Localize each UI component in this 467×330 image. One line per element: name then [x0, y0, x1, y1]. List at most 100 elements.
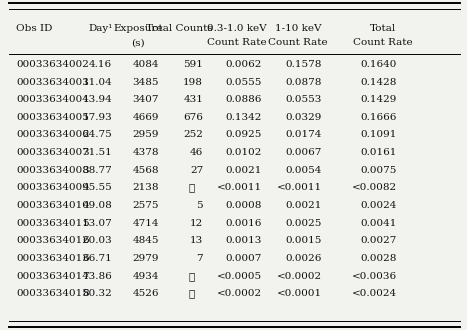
- Text: <0.0024: <0.0024: [352, 289, 397, 298]
- Text: 00033634002: 00033634002: [16, 60, 89, 69]
- Text: <0.0082: <0.0082: [352, 183, 397, 192]
- Text: Total: Total: [370, 23, 396, 33]
- Text: 24.75: 24.75: [82, 130, 112, 140]
- Text: 4669: 4669: [132, 113, 159, 122]
- Text: (s): (s): [131, 38, 145, 48]
- Text: Count Rate: Count Rate: [207, 38, 267, 48]
- Text: 13: 13: [190, 236, 203, 246]
- Text: 2959: 2959: [132, 130, 159, 140]
- Text: Day¹: Day¹: [88, 23, 113, 33]
- Text: Count Rate: Count Rate: [353, 38, 413, 48]
- Text: 00033634013: 00033634013: [16, 254, 89, 263]
- Text: 0.1091: 0.1091: [361, 130, 397, 140]
- Text: 0.0028: 0.0028: [361, 254, 397, 263]
- Text: 00033634012: 00033634012: [16, 236, 89, 246]
- Text: 4568: 4568: [132, 166, 159, 175]
- Text: 00033634009: 00033634009: [16, 183, 89, 192]
- Text: <0.0001: <0.0001: [277, 289, 322, 298]
- Text: 4378: 4378: [132, 148, 159, 157]
- Text: 00033634014: 00033634014: [16, 272, 89, 281]
- Text: 0.0075: 0.0075: [361, 166, 397, 175]
- Text: 0.3-1.0 keV: 0.3-1.0 keV: [207, 23, 267, 33]
- Text: 0.0878: 0.0878: [286, 78, 322, 86]
- Text: 676: 676: [183, 113, 203, 122]
- Text: 31.51: 31.51: [82, 148, 112, 157]
- Text: 0.0015: 0.0015: [286, 236, 322, 246]
- Text: <0.0002: <0.0002: [277, 272, 322, 281]
- Text: 0.0925: 0.0925: [225, 130, 262, 140]
- Text: 27: 27: [190, 166, 203, 175]
- Text: 4084: 4084: [132, 60, 159, 69]
- Text: 7: 7: [197, 254, 203, 263]
- Text: 5: 5: [197, 201, 203, 210]
- Text: Exposure: Exposure: [113, 23, 163, 33]
- Text: 53.07: 53.07: [82, 219, 112, 228]
- Text: 4.16: 4.16: [89, 60, 112, 69]
- Text: 0.0161: 0.0161: [361, 148, 397, 157]
- Text: 431: 431: [183, 95, 203, 104]
- Text: 0.0013: 0.0013: [225, 236, 262, 246]
- Text: 0.0041: 0.0041: [361, 219, 397, 228]
- Text: 0.0024: 0.0024: [361, 201, 397, 210]
- Text: 00033634004: 00033634004: [16, 95, 89, 104]
- Text: 45.55: 45.55: [82, 183, 112, 192]
- Text: 4714: 4714: [132, 219, 159, 228]
- Text: 0.0026: 0.0026: [286, 254, 322, 263]
- Text: 00033634007: 00033634007: [16, 148, 89, 157]
- Text: 591: 591: [183, 60, 203, 69]
- Text: 2138: 2138: [132, 183, 159, 192]
- Text: 0.0062: 0.0062: [225, 60, 262, 69]
- Text: 2575: 2575: [132, 201, 159, 210]
- Text: 00033634011: 00033634011: [16, 219, 89, 228]
- Text: ⋯: ⋯: [188, 183, 195, 192]
- Text: <0.0002: <0.0002: [216, 289, 262, 298]
- Text: 12: 12: [190, 219, 203, 228]
- Text: <0.0011: <0.0011: [277, 183, 322, 192]
- Text: 60.03: 60.03: [82, 236, 112, 246]
- Text: 0.0054: 0.0054: [286, 166, 322, 175]
- Text: 66.71: 66.71: [82, 254, 112, 263]
- Text: 0.0102: 0.0102: [225, 148, 262, 157]
- Text: 00033634008: 00033634008: [16, 166, 89, 175]
- Text: 252: 252: [183, 130, 203, 140]
- Text: 0.0067: 0.0067: [286, 148, 322, 157]
- Text: 0.0174: 0.0174: [286, 130, 322, 140]
- Text: Obs ID: Obs ID: [16, 23, 53, 33]
- Text: 4934: 4934: [132, 272, 159, 281]
- Text: 46: 46: [190, 148, 203, 157]
- Text: 11.04: 11.04: [82, 78, 112, 86]
- Text: 00033634015: 00033634015: [16, 289, 89, 298]
- Text: 0.1429: 0.1429: [361, 95, 397, 104]
- Text: 3485: 3485: [132, 78, 159, 86]
- Text: 0.0021: 0.0021: [286, 201, 322, 210]
- Text: Total Counts: Total Counts: [147, 23, 213, 33]
- Text: Count Rate: Count Rate: [268, 38, 328, 48]
- Text: 0.0555: 0.0555: [225, 78, 262, 86]
- Text: 198: 198: [183, 78, 203, 86]
- Text: 17.93: 17.93: [82, 113, 112, 122]
- Text: 38.77: 38.77: [82, 166, 112, 175]
- Text: 0.0886: 0.0886: [225, 95, 262, 104]
- Text: 0.0329: 0.0329: [286, 113, 322, 122]
- Text: 0.0016: 0.0016: [225, 219, 262, 228]
- Text: 13.94: 13.94: [82, 95, 112, 104]
- Text: 0.1342: 0.1342: [225, 113, 262, 122]
- Text: 00033634003: 00033634003: [16, 78, 89, 86]
- Text: <0.0011: <0.0011: [216, 183, 262, 192]
- Text: 0.0007: 0.0007: [225, 254, 262, 263]
- Text: ⋯: ⋯: [188, 272, 195, 281]
- Text: 1-10 keV: 1-10 keV: [275, 23, 321, 33]
- Text: <0.0036: <0.0036: [352, 272, 397, 281]
- Text: 0.0021: 0.0021: [225, 166, 262, 175]
- Text: 73.86: 73.86: [82, 272, 112, 281]
- Text: 0.0027: 0.0027: [361, 236, 397, 246]
- Text: 0.0008: 0.0008: [225, 201, 262, 210]
- Text: 0.1428: 0.1428: [361, 78, 397, 86]
- Text: 3407: 3407: [132, 95, 159, 104]
- Text: <0.0005: <0.0005: [216, 272, 262, 281]
- Text: 0.0025: 0.0025: [286, 219, 322, 228]
- Text: 2979: 2979: [132, 254, 159, 263]
- Text: 0.0553: 0.0553: [286, 95, 322, 104]
- Text: 0.1578: 0.1578: [286, 60, 322, 69]
- Text: 0.1666: 0.1666: [361, 113, 397, 122]
